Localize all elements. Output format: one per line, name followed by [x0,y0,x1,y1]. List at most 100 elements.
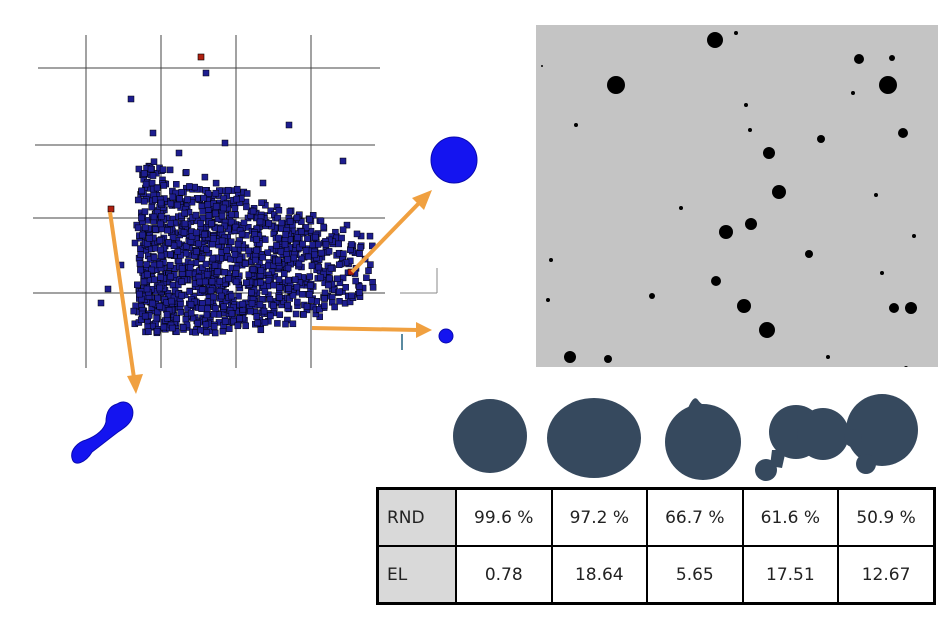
scatter-point [148,266,155,274]
scatter-point [135,165,143,173]
scatter-point [339,157,347,165]
scatter-point [202,321,210,328]
scatter-point [207,287,215,295]
scatter-point [180,229,188,236]
scatter-point [192,211,200,219]
scatter-point [139,231,146,239]
scatter-point [284,264,292,272]
scatter-point [356,250,363,257]
scatter-point [277,248,285,255]
scatter-point [317,274,324,281]
scatter-point [157,252,165,260]
scatter-point [257,278,264,286]
arrow-head-large-blob [412,190,432,210]
scatter-point [274,320,281,327]
scatter-point [167,220,174,227]
scatter-point [232,278,240,286]
scatter-point [331,303,338,311]
scatter-point [316,306,323,313]
scatter-point [147,165,155,173]
scatter-point [174,248,182,255]
scatter-point [150,213,158,221]
scatter-point [197,326,204,334]
scatter-point [149,129,157,137]
row-label-rnd: RND [376,487,457,547]
micrograph-particle [817,135,825,143]
scatter-point [208,278,216,285]
scatter-point [165,239,172,246]
scatter-point [336,298,343,305]
scatter-point [325,248,333,255]
scatter-point [275,276,283,283]
micrograph-particle [805,250,813,258]
micrograph-particle [889,303,899,313]
scatter-point [233,195,240,203]
el-value: 5.65 [646,545,744,605]
scatter-point [159,166,167,173]
scatter-point [302,224,310,231]
scatter-point [321,302,328,309]
scatter-point [178,292,186,299]
scatter-point [193,248,200,255]
scatter-point [151,276,158,283]
scatter-point [130,307,137,315]
scatter-point [227,218,235,226]
scatter-point [218,237,226,245]
scatter-point [290,254,298,262]
scatter-point [306,282,314,289]
scatter-point [211,262,219,269]
scatter-point [156,237,164,244]
scatter-point [267,207,274,215]
scatter-point [173,328,180,336]
scatter-point [240,219,248,227]
scatter-point [214,268,221,276]
scatter-point [322,241,330,248]
micrograph-particle [879,76,897,94]
scatter-point [232,270,239,277]
scatter-point [178,265,186,272]
scatter-point [317,217,325,225]
scatter-point [156,284,163,292]
scatter-point [201,173,209,181]
micrograph-particle [759,322,775,338]
table-row-rnd: RND 99.6 % 97.2 % 66.7 % 61.6 % 50.9 % [376,487,936,547]
scatter-point [293,214,301,221]
scatter-point [293,283,301,291]
scatter-point [204,190,212,197]
scatter-point [254,319,261,327]
scatter-point [163,311,171,318]
scatter-point [304,235,311,242]
micrograph-particle [889,55,895,61]
scatter-point [284,301,291,309]
scatter-point [324,281,332,289]
scatter-point [169,193,176,201]
scatter-point [183,169,190,176]
scatter-point [285,121,293,129]
micrograph-particle [549,258,553,262]
scatter-point [235,292,242,300]
scatter-point [247,308,254,315]
scatter-point [134,281,141,289]
scatter-point [178,278,186,285]
scatter-point [204,305,211,313]
scatter-point [160,182,168,189]
scatter-point [138,214,145,222]
scatter-point [228,211,236,218]
scatter-point [141,224,149,231]
scatter-point [298,228,305,235]
scatter-point [275,256,282,264]
micrograph-particle [649,293,655,299]
scatter-point [221,139,229,147]
scatter-point [280,270,288,277]
dumbbell-blob [71,401,134,464]
scatter-point [270,281,277,289]
scatter-point [143,285,151,293]
scatter-point [223,247,231,254]
scatter-point [184,305,191,312]
scatter-point [245,247,252,255]
scatter-point [367,261,374,268]
scatter-point [178,188,185,196]
micrograph-particle [679,206,683,210]
scatter-point [169,234,177,241]
scatter-point [136,260,144,267]
